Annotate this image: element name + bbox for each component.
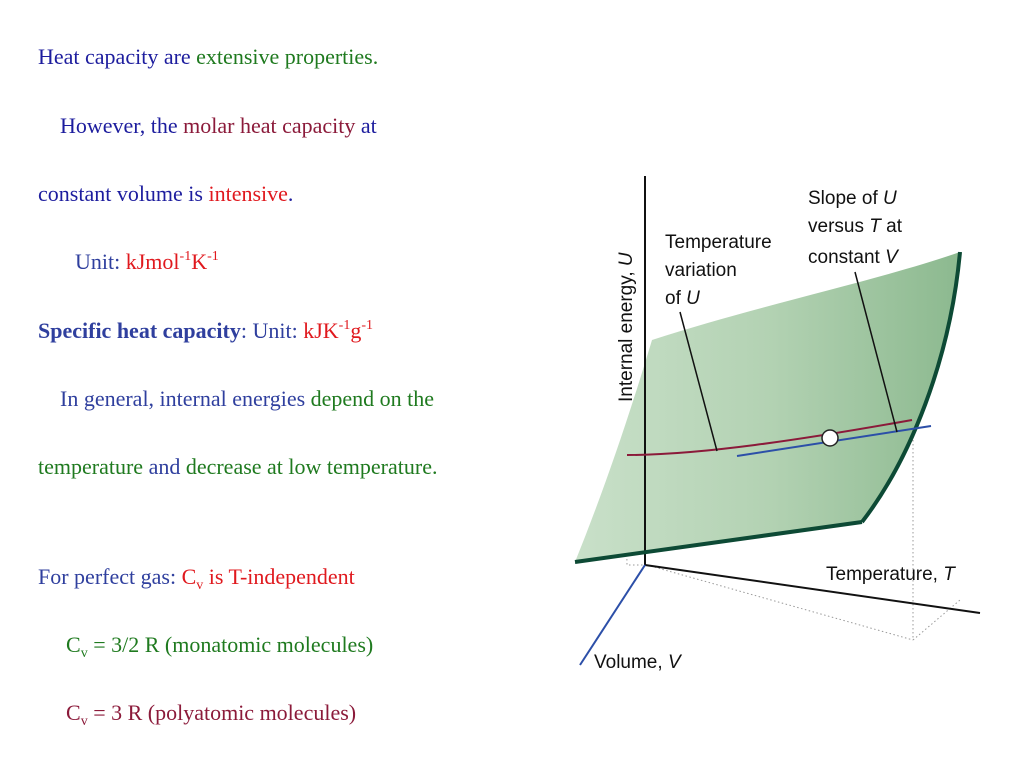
- text-line-5: Specific heat capacity: Unit: kJK-1g-1: [38, 318, 373, 348]
- subscript: v: [80, 714, 88, 729]
- annotation-var: V: [885, 247, 900, 268]
- annotation-text: Slope of: [808, 188, 883, 209]
- surface-front-edge: [574, 520, 863, 564]
- subscript: v: [196, 578, 204, 593]
- slope-leader: [854, 271, 898, 433]
- text-span: In general, internal energies: [60, 386, 311, 411]
- text-span: : Unit:: [240, 318, 304, 343]
- text-span: Heat capacity are: [38, 44, 197, 69]
- superscript: -1: [338, 318, 351, 333]
- t-axis: [644, 564, 981, 614]
- text-span: C: [66, 632, 81, 657]
- v-axis-label-var: V: [668, 652, 683, 673]
- superscript: -1: [179, 249, 192, 264]
- text-span: = 3 R (polyatomic molecules): [87, 700, 357, 725]
- text-line-10: Cv = 3 R (polyatomic molecules): [66, 700, 356, 730]
- temperature-variation-curve: [626, 419, 913, 456]
- text-line-2: However, the molar heat capacity at: [60, 113, 377, 139]
- annotation-var: T: [869, 216, 882, 237]
- annotation-temperature-line-3: of U: [665, 288, 700, 309]
- annotation-slope-line-2: versus T at: [808, 216, 903, 237]
- text-span: Unit:: [75, 249, 126, 274]
- superscript: -1: [361, 318, 373, 333]
- text-span: .: [431, 454, 438, 479]
- text-line-3: constant volume is intensive.: [38, 181, 293, 207]
- text-span: .: [287, 181, 294, 206]
- t-axis-label-text: Temperature,: [826, 564, 943, 585]
- text-span: C: [181, 564, 197, 589]
- superscript: -1: [207, 249, 219, 264]
- v-axis: [579, 564, 646, 666]
- annotation-text: versus: [808, 216, 869, 237]
- v-axis-label: Volume, V: [594, 652, 683, 673]
- energy-surface: [575, 252, 960, 562]
- text-span: Specific heat capacity: [38, 318, 241, 343]
- u-axis-label-var: U: [616, 252, 637, 266]
- text-line-9: Cv = 3/2 R (monatomic molecules): [66, 632, 373, 662]
- text-line-4: Unit: kJmol-1K-1: [75, 249, 219, 279]
- text-line-6: In general, internal energies depend on …: [60, 386, 434, 412]
- text-span: g: [350, 318, 362, 343]
- t-axis-label: Temperature, T: [826, 564, 956, 585]
- text-span: at: [355, 113, 377, 138]
- text-span: depend on the: [310, 386, 435, 411]
- u-axis-label: Internal energy, U: [616, 252, 637, 402]
- text-span: However, the: [60, 113, 184, 138]
- text-span: temperature: [38, 454, 144, 479]
- annotation-var: U: [686, 288, 700, 309]
- annotation-text: constant: [808, 247, 885, 268]
- annotation-var: U: [883, 188, 897, 209]
- text-line-8: For perfect gas: Cv is T-independent: [38, 564, 355, 594]
- v-axis-label-text: Volume,: [594, 652, 668, 673]
- text-span: = 3/2 R (monatomic molecules): [87, 632, 374, 657]
- text-span: C: [66, 700, 81, 725]
- text-span: For perfect gas:: [38, 564, 182, 589]
- text-span: is T-independent: [203, 564, 355, 589]
- annotation-temperature-line-2: variation: [665, 260, 737, 281]
- annotation-temperature-line-1: Temperature: [665, 232, 772, 253]
- text-span: intensive: [208, 181, 288, 206]
- text-span: K: [191, 249, 208, 274]
- annotation-slope-line-1: Slope of U: [808, 188, 897, 209]
- text-span: constant volume is: [38, 181, 209, 206]
- text-span: molar heat capacity: [183, 113, 356, 138]
- subscript: v: [80, 646, 88, 661]
- text-span: kJmol: [125, 249, 180, 274]
- t-axis-label-var: T: [943, 564, 956, 585]
- u-axis-label-text: Internal energy,: [616, 266, 637, 402]
- text-span: and: [143, 454, 186, 479]
- text-span: .: [372, 44, 379, 69]
- annotation-slope-line-3: constant V: [808, 247, 900, 268]
- text-span: extensive properties: [196, 44, 373, 69]
- text-span: decrease at low temperature: [185, 454, 432, 479]
- text-span: kJK: [303, 318, 339, 343]
- surface-right-edge: [860, 251, 962, 524]
- annotation-text: at: [881, 216, 903, 237]
- temperature-variation-leader: [679, 311, 718, 452]
- tangent-point-marker: [821, 429, 839, 447]
- annotation-text: of: [665, 288, 686, 309]
- text-line-7: temperature and decrease at low temperat…: [38, 454, 437, 480]
- text-line-1: Heat capacity are extensive properties.: [38, 44, 378, 70]
